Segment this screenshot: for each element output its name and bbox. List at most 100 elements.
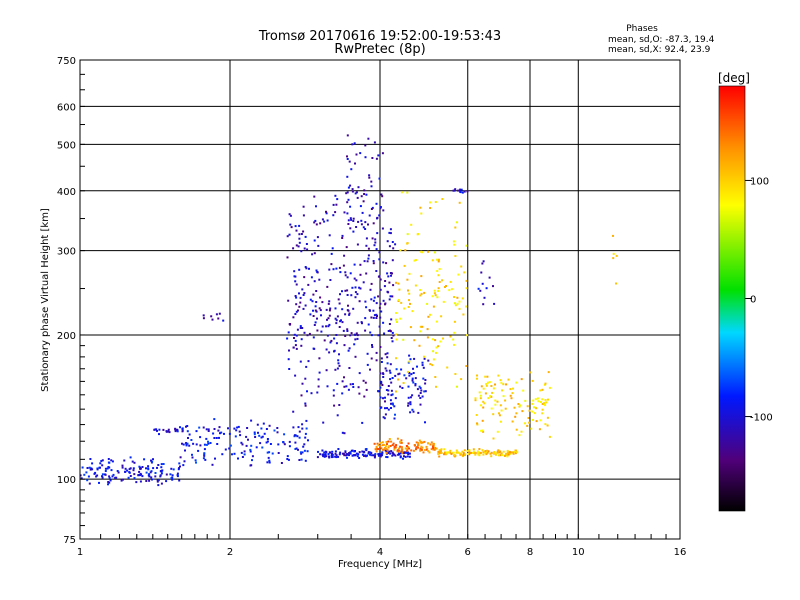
data-point bbox=[325, 348, 328, 351]
data-point bbox=[306, 390, 308, 393]
data-point bbox=[421, 251, 424, 254]
data-point bbox=[343, 211, 346, 214]
data-point bbox=[391, 451, 394, 454]
data-point bbox=[402, 452, 405, 455]
data-point bbox=[295, 310, 298, 313]
data-point bbox=[154, 472, 157, 474]
data-point bbox=[325, 325, 328, 328]
data-point bbox=[362, 226, 365, 229]
data-point bbox=[207, 442, 210, 445]
data-point bbox=[298, 430, 301, 433]
data-point bbox=[488, 381, 491, 383]
data-point bbox=[345, 246, 348, 249]
data-point bbox=[456, 385, 458, 388]
data-point bbox=[376, 232, 379, 235]
data-point bbox=[343, 432, 346, 435]
data-point bbox=[383, 285, 386, 288]
data-point bbox=[233, 452, 236, 455]
data-point bbox=[395, 357, 398, 360]
data-point bbox=[288, 445, 291, 448]
data-point bbox=[139, 480, 142, 483]
data-point bbox=[303, 449, 306, 452]
data-point bbox=[494, 383, 496, 386]
data-point bbox=[312, 309, 314, 312]
data-point bbox=[427, 250, 430, 253]
data-point bbox=[295, 347, 298, 350]
data-point bbox=[514, 452, 517, 455]
data-point bbox=[466, 450, 469, 453]
data-point bbox=[158, 433, 160, 436]
data-point bbox=[98, 481, 100, 484]
data-point bbox=[312, 293, 315, 296]
data-point bbox=[494, 452, 497, 455]
data-point bbox=[380, 361, 383, 363]
data-point bbox=[429, 313, 431, 316]
data-point bbox=[358, 392, 361, 395]
data-point bbox=[312, 315, 315, 317]
data-point bbox=[529, 371, 532, 374]
data-point bbox=[498, 414, 501, 417]
data-point bbox=[353, 277, 356, 280]
data-point bbox=[424, 449, 427, 451]
data-point bbox=[357, 453, 360, 456]
data-point bbox=[277, 452, 280, 454]
data-point bbox=[382, 397, 384, 400]
data-point bbox=[341, 290, 343, 293]
data-point bbox=[300, 250, 303, 253]
data-point bbox=[423, 440, 426, 443]
data-point bbox=[380, 310, 383, 313]
data-point bbox=[369, 288, 372, 291]
data-point bbox=[419, 392, 422, 394]
data-point bbox=[305, 365, 308, 368]
data-point bbox=[379, 346, 382, 348]
data-point bbox=[441, 198, 444, 200]
data-point bbox=[424, 379, 427, 381]
data-point bbox=[167, 430, 170, 433]
data-point bbox=[476, 423, 479, 426]
data-point bbox=[391, 272, 393, 275]
data-point bbox=[400, 439, 403, 442]
data-point bbox=[419, 387, 422, 390]
data-point bbox=[301, 382, 304, 385]
data-point bbox=[218, 436, 220, 439]
data-point bbox=[381, 452, 384, 455]
data-point bbox=[381, 441, 384, 444]
data-point bbox=[254, 436, 257, 438]
data-point bbox=[497, 449, 500, 452]
data-point bbox=[381, 444, 384, 447]
data-point bbox=[335, 342, 338, 345]
data-point bbox=[612, 252, 615, 255]
data-point bbox=[365, 193, 368, 196]
data-point bbox=[101, 473, 104, 476]
data-point bbox=[336, 367, 339, 370]
data-point bbox=[174, 430, 177, 433]
data-point bbox=[198, 426, 201, 429]
data-point bbox=[522, 389, 525, 392]
data-point bbox=[441, 279, 444, 282]
data-point bbox=[520, 378, 523, 381]
data-point bbox=[338, 266, 341, 269]
data-point bbox=[302, 307, 305, 310]
data-point bbox=[181, 427, 184, 430]
data-point bbox=[185, 443, 188, 446]
data-point bbox=[344, 271, 347, 274]
data-point bbox=[299, 325, 302, 328]
data-point bbox=[294, 339, 297, 342]
x-tick-label: 8 bbox=[527, 547, 533, 558]
x-tick-label: 16 bbox=[674, 547, 687, 558]
data-point bbox=[301, 288, 304, 291]
data-point bbox=[389, 445, 392, 447]
data-point bbox=[426, 302, 429, 305]
data-point bbox=[385, 369, 388, 372]
data-point bbox=[414, 384, 417, 387]
data-point bbox=[267, 456, 270, 459]
data-point bbox=[245, 444, 248, 447]
data-point bbox=[474, 452, 477, 455]
data-point bbox=[369, 309, 371, 312]
data-point bbox=[379, 386, 382, 389]
data-point bbox=[185, 425, 187, 428]
data-point bbox=[145, 480, 148, 482]
data-point bbox=[369, 331, 372, 334]
colorbar-tick-label: 100 bbox=[750, 176, 769, 187]
data-point bbox=[404, 249, 407, 252]
